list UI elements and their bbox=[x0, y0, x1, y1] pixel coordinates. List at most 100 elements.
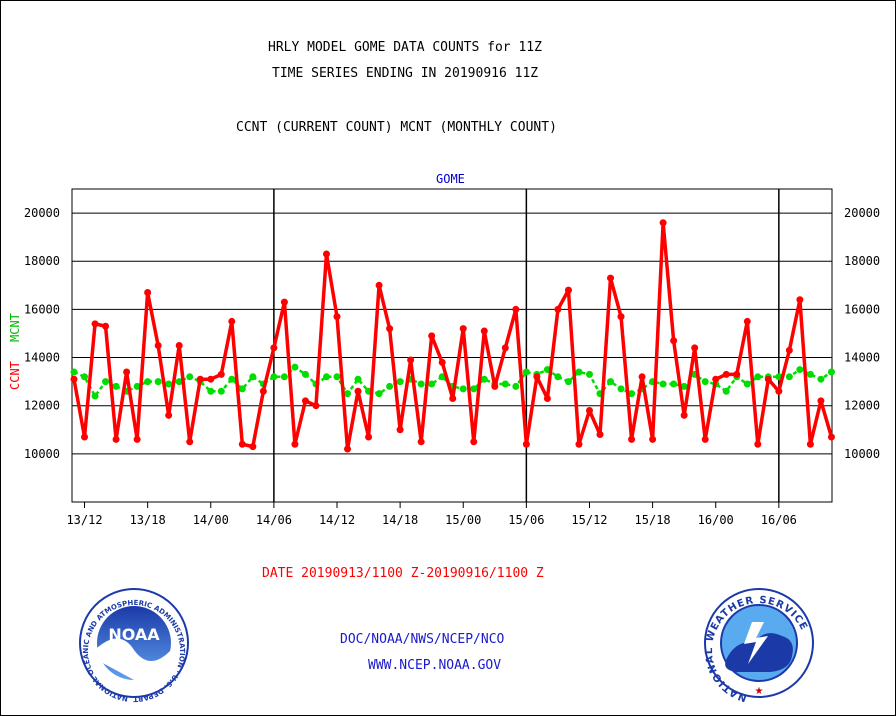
y-tick-label-right: 10000 bbox=[844, 447, 880, 461]
y-tick-label-right: 12000 bbox=[844, 399, 880, 413]
mcnt-point bbox=[459, 385, 467, 393]
ccnt-point bbox=[228, 317, 236, 325]
ccnt-point bbox=[617, 313, 625, 321]
x-tick-label: 16/06 bbox=[761, 513, 797, 527]
y-tick-label-left: 16000 bbox=[24, 302, 60, 316]
ccnt-point bbox=[333, 313, 341, 321]
ccnt-point bbox=[175, 342, 183, 349]
noaa-logo-text: NOAA bbox=[108, 625, 160, 644]
mcnt-point bbox=[386, 382, 394, 390]
ccnt-point bbox=[386, 325, 394, 333]
mcnt-point bbox=[301, 370, 309, 378]
mcnt-point bbox=[70, 368, 78, 376]
x-tick-label: 13/12 bbox=[66, 513, 102, 527]
ccnt-point bbox=[417, 438, 425, 446]
ccnt-point bbox=[322, 250, 330, 258]
ccnt-point bbox=[133, 435, 141, 443]
mcnt-point bbox=[238, 385, 246, 393]
mcnt-point bbox=[607, 378, 615, 386]
ccnt-point bbox=[280, 298, 288, 306]
ccnt-point bbox=[470, 438, 478, 446]
ccnt-point bbox=[428, 332, 436, 340]
mcnt-point bbox=[743, 380, 751, 388]
x-tick-label: 13/18 bbox=[130, 513, 166, 527]
ccnt-point bbox=[754, 440, 762, 448]
ccnt-point bbox=[638, 373, 646, 381]
nws-star-icon: ★ bbox=[755, 686, 764, 697]
ccnt-point bbox=[817, 397, 825, 405]
mcnt-point bbox=[91, 392, 99, 400]
x-tick-label: 14/12 bbox=[319, 513, 355, 527]
ccnt-point bbox=[575, 440, 583, 448]
mcnt-point bbox=[207, 387, 215, 395]
mcnt-point bbox=[396, 378, 404, 386]
ccnt-point bbox=[186, 438, 194, 446]
ccnt-point bbox=[312, 402, 320, 410]
ccnt-point bbox=[112, 435, 120, 443]
ccnt-point bbox=[196, 375, 204, 383]
ccnt-point bbox=[144, 289, 152, 297]
ccnt-point bbox=[480, 327, 488, 335]
ccnt-point bbox=[764, 375, 772, 383]
ccnt-point bbox=[680, 411, 688, 419]
ccnt-point bbox=[596, 431, 604, 439]
right-tick-labels: 10000 12000 14000 16000 18000 20000 bbox=[844, 206, 880, 461]
mcnt-point bbox=[186, 373, 194, 381]
ccnt-point bbox=[806, 440, 814, 448]
ccnt-point bbox=[827, 433, 835, 441]
mcnt-point bbox=[375, 390, 383, 398]
ccnt-point bbox=[649, 435, 657, 443]
mcnt-point bbox=[628, 390, 636, 398]
left-tick-labels: 10000 12000 14000 16000 18000 20000 bbox=[24, 206, 60, 461]
y-tick-label-left: 10000 bbox=[24, 447, 60, 461]
y-tick-label-left: 12000 bbox=[24, 399, 60, 413]
y-tick-label-right: 16000 bbox=[844, 302, 880, 316]
x-tick-label: 16/00 bbox=[698, 513, 734, 527]
mcnt-point bbox=[417, 380, 425, 388]
y-tick-label-left: 20000 bbox=[24, 206, 60, 220]
day-boundary-lines bbox=[273, 189, 780, 502]
ccnt-point bbox=[459, 325, 467, 333]
ccnt-point bbox=[249, 443, 257, 451]
grid-lines bbox=[72, 212, 832, 455]
ccnt-point bbox=[712, 375, 720, 383]
mcnt-point bbox=[617, 385, 625, 393]
ccnt-point bbox=[354, 387, 362, 395]
ccnt-point bbox=[259, 387, 267, 395]
y-tick-label-left: 14000 bbox=[24, 351, 60, 365]
x-tick-label: 14/06 bbox=[256, 513, 292, 527]
ccnt-point bbox=[81, 433, 89, 441]
ccnt-point bbox=[449, 394, 457, 402]
ccnt-point bbox=[207, 375, 215, 383]
ccnt-point bbox=[396, 426, 404, 434]
ccnt-point bbox=[344, 445, 352, 453]
mcnt-point bbox=[438, 373, 446, 381]
mcnt-point bbox=[512, 382, 520, 390]
x-tick-label: 15/00 bbox=[445, 513, 481, 527]
y-tick-label-right: 20000 bbox=[844, 206, 880, 220]
mcnt-point bbox=[722, 387, 730, 395]
ccnt-point bbox=[91, 320, 99, 328]
title-line-2: TIME SERIES ENDING IN 20190916 11Z bbox=[272, 66, 539, 81]
ccnt-point bbox=[238, 440, 246, 448]
ccnt-point bbox=[775, 387, 783, 395]
ccnt-point bbox=[659, 219, 667, 227]
ccnt-point bbox=[670, 337, 678, 345]
ccnt-point bbox=[543, 394, 551, 402]
mcnt-point bbox=[701, 378, 709, 386]
ccnt-point bbox=[564, 286, 572, 294]
mcnt-point bbox=[827, 368, 835, 376]
ccnt-point bbox=[217, 370, 225, 378]
mcnt-point bbox=[470, 385, 478, 393]
mcnt-point bbox=[817, 375, 825, 383]
ccnt-point bbox=[165, 411, 173, 419]
mcnt-point bbox=[575, 368, 583, 376]
date-range: DATE 20190913/1100 Z-20190916/1100 Z bbox=[262, 566, 544, 581]
x-tick-label: 15/06 bbox=[508, 513, 544, 527]
x-tick-label: 15/18 bbox=[635, 513, 671, 527]
url-link[interactable]: WWW.NCEP.NOAA.GOV bbox=[368, 658, 502, 673]
mcnt-point bbox=[270, 373, 278, 381]
mcnt-point bbox=[806, 370, 814, 378]
mcnt-point bbox=[354, 375, 362, 383]
